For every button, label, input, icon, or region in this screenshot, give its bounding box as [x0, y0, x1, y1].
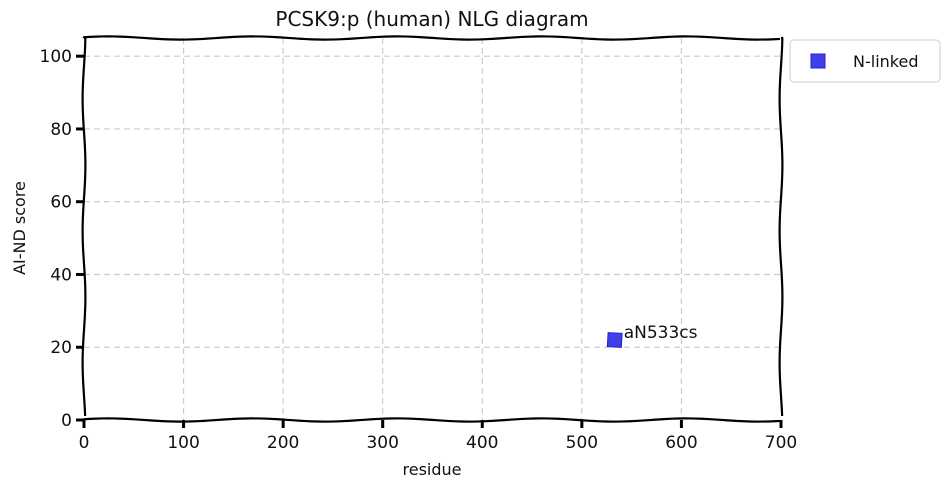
data-point-0-0: [606, 332, 623, 348]
x-tick-label-0: 0: [79, 433, 90, 453]
y-tick-label-100: 100: [40, 47, 72, 67]
x-tick-label-400: 400: [466, 433, 498, 453]
y-tick-label-40: 40: [50, 265, 72, 285]
legend-label-n-linked: N-linked: [853, 52, 918, 71]
legend-marker-n-linked: [810, 53, 826, 69]
x-tick-label-700: 700: [765, 433, 797, 453]
frame-top: [82, 35, 781, 41]
x-axis-label: residue: [403, 460, 462, 479]
frame-left: [81, 36, 87, 417]
y-axis-label: AI-ND score: [10, 181, 29, 275]
x-tick-label-500: 500: [566, 433, 598, 453]
grid: [84, 38, 781, 420]
y-tick-label-0: 0: [61, 411, 72, 431]
legend-box: [789, 39, 941, 83]
data-point-label-0-0: aN533cs: [624, 323, 698, 343]
x-tick-label-200: 200: [267, 433, 299, 453]
x-tick-label-100: 100: [167, 433, 199, 453]
data-marks: aN533cs: [606, 323, 698, 348]
frame-bottom: [82, 417, 781, 423]
legend: N-linked: [789, 39, 941, 83]
y-tick-label-20: 20: [50, 338, 72, 358]
frame-right: [778, 36, 784, 417]
chart-title: PCSK9:p (human) NLG diagram: [275, 7, 588, 31]
plot-frame: [81, 35, 784, 423]
y-tick-label-80: 80: [50, 120, 72, 140]
x-tick-label-300: 300: [366, 433, 398, 453]
axis-ticks: 0 100 200 300 400 500 600 700 0 20 40 60 80 100: [40, 47, 798, 453]
x-tick-label-600: 600: [665, 433, 697, 453]
y-tick-label-60: 60: [50, 193, 72, 213]
